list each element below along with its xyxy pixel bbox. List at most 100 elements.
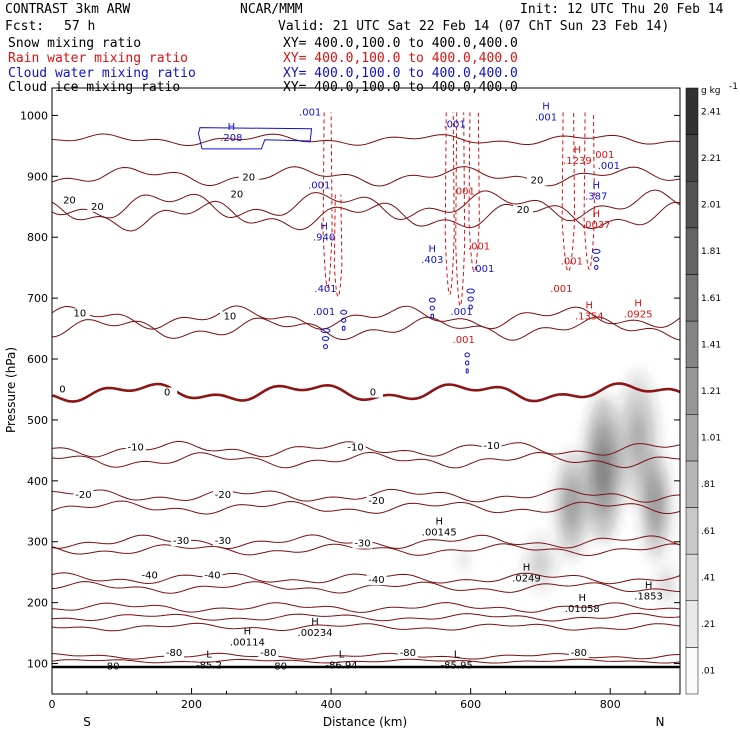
snow-blob-4-2 <box>534 552 547 574</box>
isotherm-label-bg-11 <box>352 538 373 549</box>
snow-mixing-ratio-shading <box>458 371 679 609</box>
y-tick-label-8: 900 <box>27 170 48 183</box>
snow-label-2-mark: H <box>523 562 531 573</box>
y-tick-label-1: 200 <box>27 597 48 610</box>
y-tick-label-7: 800 <box>27 231 48 244</box>
isotherm-label-bg-21 <box>69 308 90 319</box>
isotherm-label-10: -30 <box>215 536 231 547</box>
legend-ice-xy: XY= 400.0,100.0 to 400.0,400.0 <box>283 80 518 95</box>
forecast-hours: 57 h <box>64 19 96 34</box>
isotherm-12 <box>52 440 680 458</box>
rain-water-contours <box>322 112 595 307</box>
isotherm-0 <box>52 658 680 664</box>
isotherm-17 <box>52 189 680 222</box>
forecast-label: Fcst: <box>5 19 45 34</box>
snow-label-5: .00145 <box>422 528 457 539</box>
isotherm-label-27: 20 <box>517 205 530 216</box>
cloud-contour-low-band <box>198 127 313 150</box>
cloud-label-8: .001 <box>299 107 321 118</box>
snow-blob-5-2 <box>461 554 466 566</box>
isotherm-label-11: -30 <box>354 539 370 550</box>
cloud-label-5: .001 <box>450 307 472 318</box>
contour-labels: -80-80-80-80-80-80-40-40-40-30-30-30-20-… <box>52 101 663 673</box>
cloud-contour-2-2 <box>430 313 435 319</box>
x-tick-label-1: 200 <box>181 698 202 711</box>
colorbar-swatch-11 <box>685 134 699 182</box>
init-time: Init: 12 UTC Thu 20 Feb 14 <box>520 2 724 17</box>
isotherm-label-19: 0 <box>164 388 170 399</box>
colorbar-swatch-5 <box>685 414 699 462</box>
isotherm-label-12: -20 <box>75 490 91 501</box>
isotherm-label-bg-25 <box>226 189 247 200</box>
temperature-contours <box>52 133 680 664</box>
legend-ice-label: Cloud ice mixing ratio <box>8 80 181 95</box>
colorbar-swatch-10 <box>685 180 699 229</box>
cloud-label-11: .387 <box>585 191 607 202</box>
temp-extremum-0-mark: L <box>206 649 212 660</box>
colorbar-label-7: 1.41 <box>701 340 721 350</box>
rain-label-1-mark: H <box>586 300 594 311</box>
cloud-label-11-mark: H <box>593 180 601 191</box>
y-tick-label-5: 600 <box>27 353 48 366</box>
cloud-contour-3-1 <box>465 360 470 366</box>
colorbar-swatch-0 <box>685 647 699 695</box>
snow-label-3-mark: H <box>579 593 587 604</box>
isotherm-19 <box>52 133 680 146</box>
legend-snow-label: Snow mixing ratio <box>8 36 142 51</box>
isotherm-label-3: -80 <box>260 648 276 659</box>
legend-cloud-label: Cloud water mixing ratio <box>8 66 196 81</box>
isotherm-13 <box>52 382 680 403</box>
isotherm-label-24: 20 <box>91 202 104 213</box>
isotherm-label-bg-18 <box>52 384 73 395</box>
isotherm-label-bg-13 <box>212 489 233 500</box>
cloud-label-12: .001 <box>598 161 620 172</box>
isotherm-label-22: 10 <box>224 311 237 322</box>
cloud-contour-4-0 <box>466 288 475 294</box>
isotherm-4 <box>52 602 680 613</box>
isotherm-label-28: 20 <box>531 176 544 187</box>
isotherm-label-bg-15 <box>125 442 146 453</box>
cloud-contour-5-2 <box>594 264 599 270</box>
colorbar-swatch-2 <box>685 553 699 602</box>
cloud-label-7-mark: H <box>228 122 236 133</box>
cloud-label-0: .001 <box>313 307 335 318</box>
rain-label-2-mark: H <box>634 299 642 310</box>
cloud-contour-5-0 <box>592 248 601 254</box>
colorbar-swatch-4 <box>685 460 699 508</box>
isotherm-label-15: -10 <box>128 442 144 453</box>
isotherm-label-bg-10 <box>212 536 233 547</box>
rain-label-9: .001 <box>592 150 614 161</box>
isotherm-11 <box>52 451 680 469</box>
organization: NCAR/MMM <box>240 2 303 17</box>
isotherm-label-2: -80 <box>166 648 182 659</box>
cloud-label-2-mark: H <box>320 221 328 232</box>
colorbar-swatch-6 <box>685 367 699 415</box>
isotherm-label-17: -10 <box>483 441 499 452</box>
cloud-label-2: .940 <box>313 232 335 243</box>
x-tick-label-0: 0 <box>49 698 56 711</box>
rain-label-5: .001 <box>468 241 490 252</box>
rain-label-3: .001 <box>550 284 572 295</box>
legend-rain-xy: XY= 400.0,100.0 to 400.0,400.0 <box>283 51 518 66</box>
isotherm-label-bg-17 <box>481 441 502 452</box>
cloud-contour-5-1 <box>593 256 600 262</box>
cloud-label-7: .208 <box>220 133 242 144</box>
temp-extremum-2-mark: L <box>454 649 460 660</box>
colorbar-label-0: .01 <box>701 667 715 677</box>
isotherm-label-7: -40 <box>204 570 220 581</box>
snow-label-4-mark: H <box>645 581 653 592</box>
isotherm-label-18: 0 <box>59 385 65 396</box>
rain-label-6: .0037 <box>582 220 611 231</box>
colorbar-label-1: .21 <box>701 620 715 630</box>
colorbar-swatch-1 <box>685 600 699 648</box>
cloud-contour-3-0 <box>464 352 470 358</box>
colorbar-label-5: 1.01 <box>701 434 721 444</box>
isotherm-label-bg-12 <box>73 489 94 500</box>
colorbar-label-3: .61 <box>701 527 715 537</box>
isotherm-7 <box>52 543 680 557</box>
colorbar-label-12: 2.41 <box>701 107 721 117</box>
isotherm-label-bg-3 <box>258 648 279 659</box>
cloud-contour-3-2 <box>465 368 469 374</box>
colorbar-swatch-3 <box>685 507 699 555</box>
